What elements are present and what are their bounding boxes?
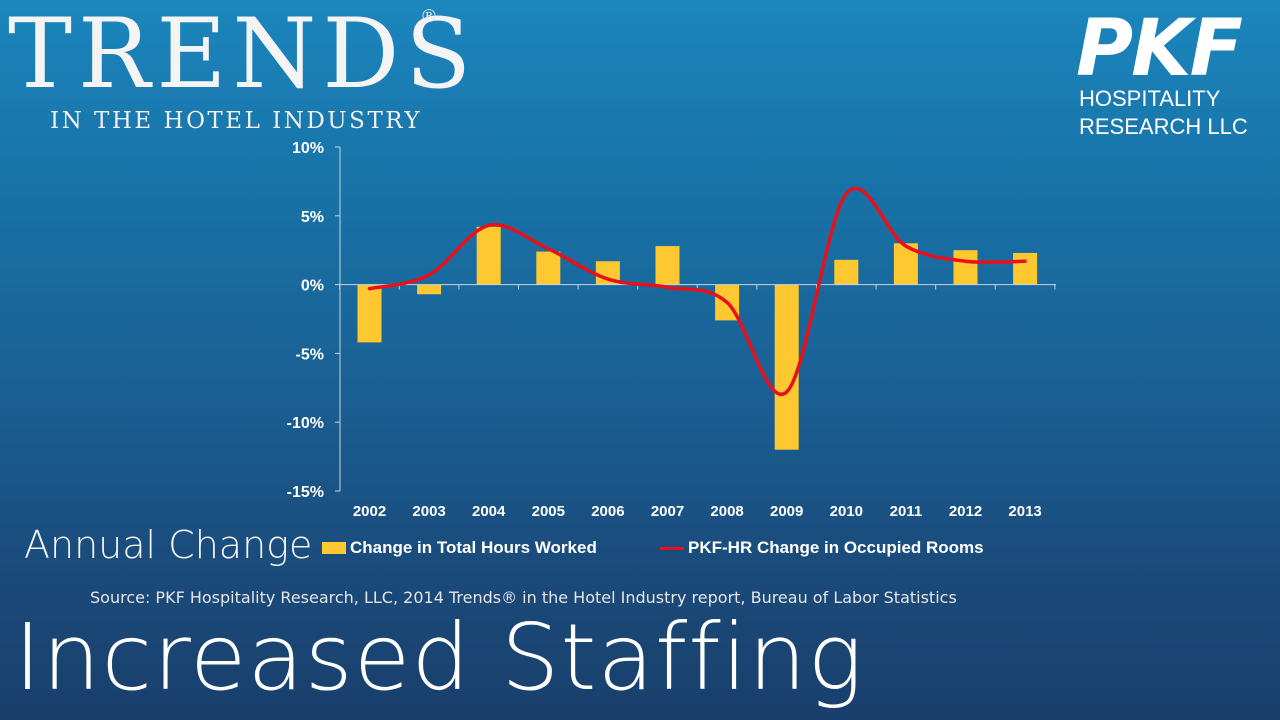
x-tick-label: 2006 [591,503,624,520]
line-layer [367,186,1027,397]
x-tick-label: 2009 [770,503,803,520]
bars-layer [357,226,1038,450]
y-tick-label: 0% [301,278,324,295]
y-tick-label: -5% [296,346,324,363]
x-tick-label: 2013 [1008,503,1041,520]
x-tick-label: 2002 [353,503,386,520]
line-occupied-rooms [367,186,1027,397]
y-tick-label: 5% [301,209,324,226]
legend-swatch-line [660,546,684,550]
bar-2006 [595,261,620,285]
bar-2004 [476,226,501,285]
legend-item-hours: Change in Total Hours Worked [322,537,597,559]
registered-mark: ® [420,6,438,27]
pkf-logo: PKF [1076,4,1243,94]
brand-subtitle: IN THE HOTEL INDUSTRY [50,108,423,134]
x-tick-label: 2011 [890,503,923,520]
legend-label-rooms: PKF-HR Change in Occupied Rooms [688,538,984,557]
bar-2005 [536,251,561,285]
labels-layer: 10% 5% 0% -5% -10% -15% 2002 2003 2004 2005 2006 20… [287,140,1042,520]
source-note: Source: PKF Hospitality Research, LLC, 2… [90,588,957,607]
bar-2013 [1013,252,1038,285]
logo-line-hospitality: HOSPITALITY [1079,86,1221,111]
x-tick-label: 2004 [472,503,506,520]
y-tick-label: 10% [292,140,324,157]
annual-change-label: Annual Change [24,523,313,567]
x-tick-label: 2007 [651,503,684,520]
x-tick-label: 2008 [710,503,743,520]
y-tick-label: -15% [287,484,324,501]
legend-label-hours: Change in Total Hours Worked [350,538,597,557]
bar-2007 [655,246,680,285]
x-tick-label: 2005 [532,503,565,520]
bar-2003 [417,284,442,295]
brand-title: TRENDS [8,0,478,110]
legend-swatch-bar [322,542,346,554]
bar-2002 [357,284,382,343]
logo-line-research: RESEARCH LLC [1079,114,1248,139]
bar-2012 [953,250,978,285]
legend-item-rooms: PKF-HR Change in Occupied Rooms [660,537,984,559]
x-tick-label: 2010 [830,503,863,520]
headline: Increased Staffing [14,604,864,711]
x-tick-label: 2012 [949,503,982,520]
axes-layer [335,146,1056,492]
x-tick-label: 2003 [412,503,445,520]
bar-2010 [834,259,859,285]
y-tick-label: -10% [287,415,324,432]
bar-2009 [774,284,799,450]
